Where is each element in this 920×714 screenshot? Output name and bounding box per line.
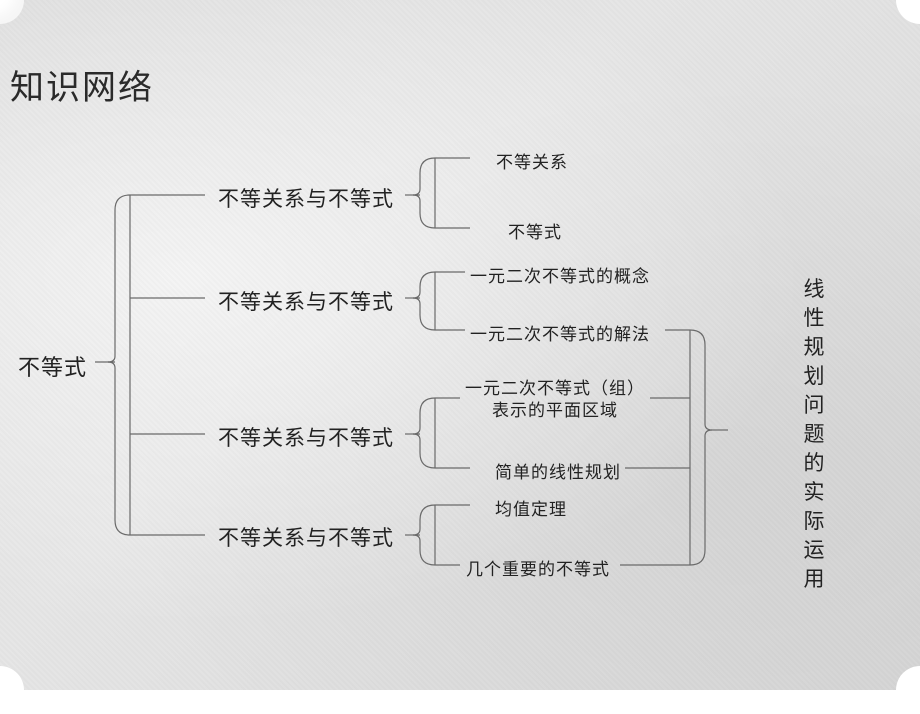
page-title: 知识网络	[10, 60, 154, 109]
tree-leaf-node: 不等关系	[496, 148, 568, 173]
tree-mid-node: 不等关系与不等式	[218, 522, 394, 552]
tree-leaf-node: 一元二次不等式（组） 表示的平面区域	[465, 378, 645, 422]
tree-leaf-node: 一元二次不等式的解法	[470, 320, 650, 345]
tree-mid-node: 不等关系与不等式	[218, 286, 394, 316]
tree-summary-label: 线性规划问题的实际运用	[803, 275, 825, 594]
tree-leaf-node: 几个重要的不等式	[466, 555, 610, 580]
tree-leaf-node: 一元二次不等式的概念	[470, 262, 650, 287]
tree-mid-node: 不等关系与不等式	[218, 183, 394, 213]
tree-root: 不等式	[18, 350, 87, 382]
tree-leaf-node: 不等式	[508, 218, 562, 243]
tree-mid-node: 不等关系与不等式	[218, 422, 394, 452]
tree-leaf-node: 均值定理	[495, 495, 567, 520]
tree-leaf-node: 简单的线性规划	[495, 458, 621, 483]
